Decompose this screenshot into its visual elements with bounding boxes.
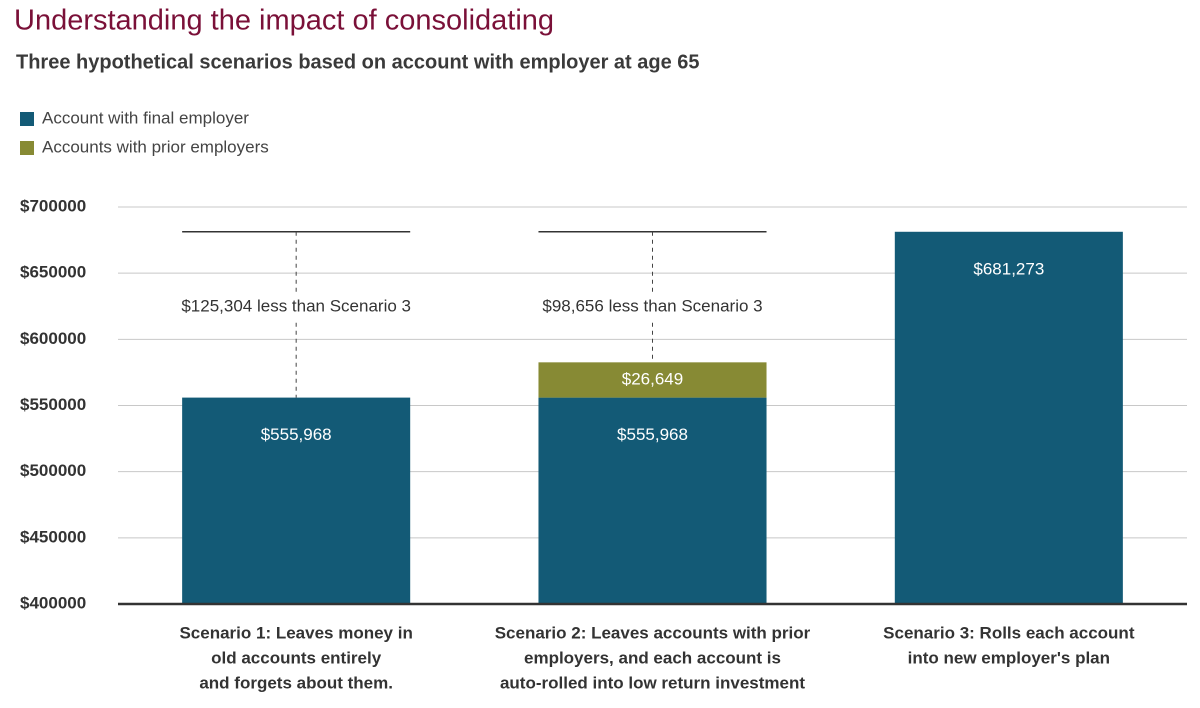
x-tick-label: Scenario 1: Leaves money in bbox=[179, 623, 412, 642]
legend-swatch bbox=[20, 112, 34, 126]
legend-label: Accounts with prior employers bbox=[42, 137, 269, 156]
x-tick-label: and forgets about them. bbox=[199, 673, 393, 692]
x-tick-label: Scenario 3: Rolls each account bbox=[883, 623, 1135, 642]
bar bbox=[538, 397, 767, 604]
bar bbox=[894, 231, 1123, 605]
x-tick-label: into new employer's plan bbox=[908, 648, 1110, 667]
value-label: $555,968 bbox=[617, 425, 688, 444]
y-tick-label: $500000 bbox=[20, 461, 86, 480]
legend-label: Account with final employer bbox=[42, 108, 249, 127]
y-tick-label: $700000 bbox=[20, 196, 86, 215]
value-label: $555,968 bbox=[261, 425, 332, 444]
y-tick-label: $400000 bbox=[20, 593, 86, 612]
annotation: $98,656 less than Scenario 3 bbox=[542, 296, 762, 315]
annotation: $125,304 less than Scenario 3 bbox=[181, 296, 411, 315]
y-tick-label: $600000 bbox=[20, 329, 86, 348]
chart-title: Understanding the impact of consolidatin… bbox=[14, 5, 554, 37]
y-tick-label: $550000 bbox=[20, 395, 86, 414]
bar bbox=[538, 362, 767, 398]
value-label: $681,273 bbox=[973, 259, 1044, 278]
x-tick-label: auto-rolled into low return investment bbox=[500, 673, 805, 692]
x-tick-label: employers, and each account is bbox=[524, 648, 781, 667]
value-label: $26,649 bbox=[622, 369, 683, 388]
y-tick-label: $650000 bbox=[20, 263, 86, 282]
y-tick-label: $450000 bbox=[20, 527, 86, 546]
legend-swatch bbox=[20, 141, 34, 155]
x-tick-label: Scenario 2: Leaves accounts with prior bbox=[495, 623, 811, 642]
bar bbox=[182, 397, 411, 604]
x-tick-label: old accounts entirely bbox=[211, 648, 382, 667]
chart-subtitle: Three hypothetical scenarios based on ac… bbox=[16, 51, 700, 73]
